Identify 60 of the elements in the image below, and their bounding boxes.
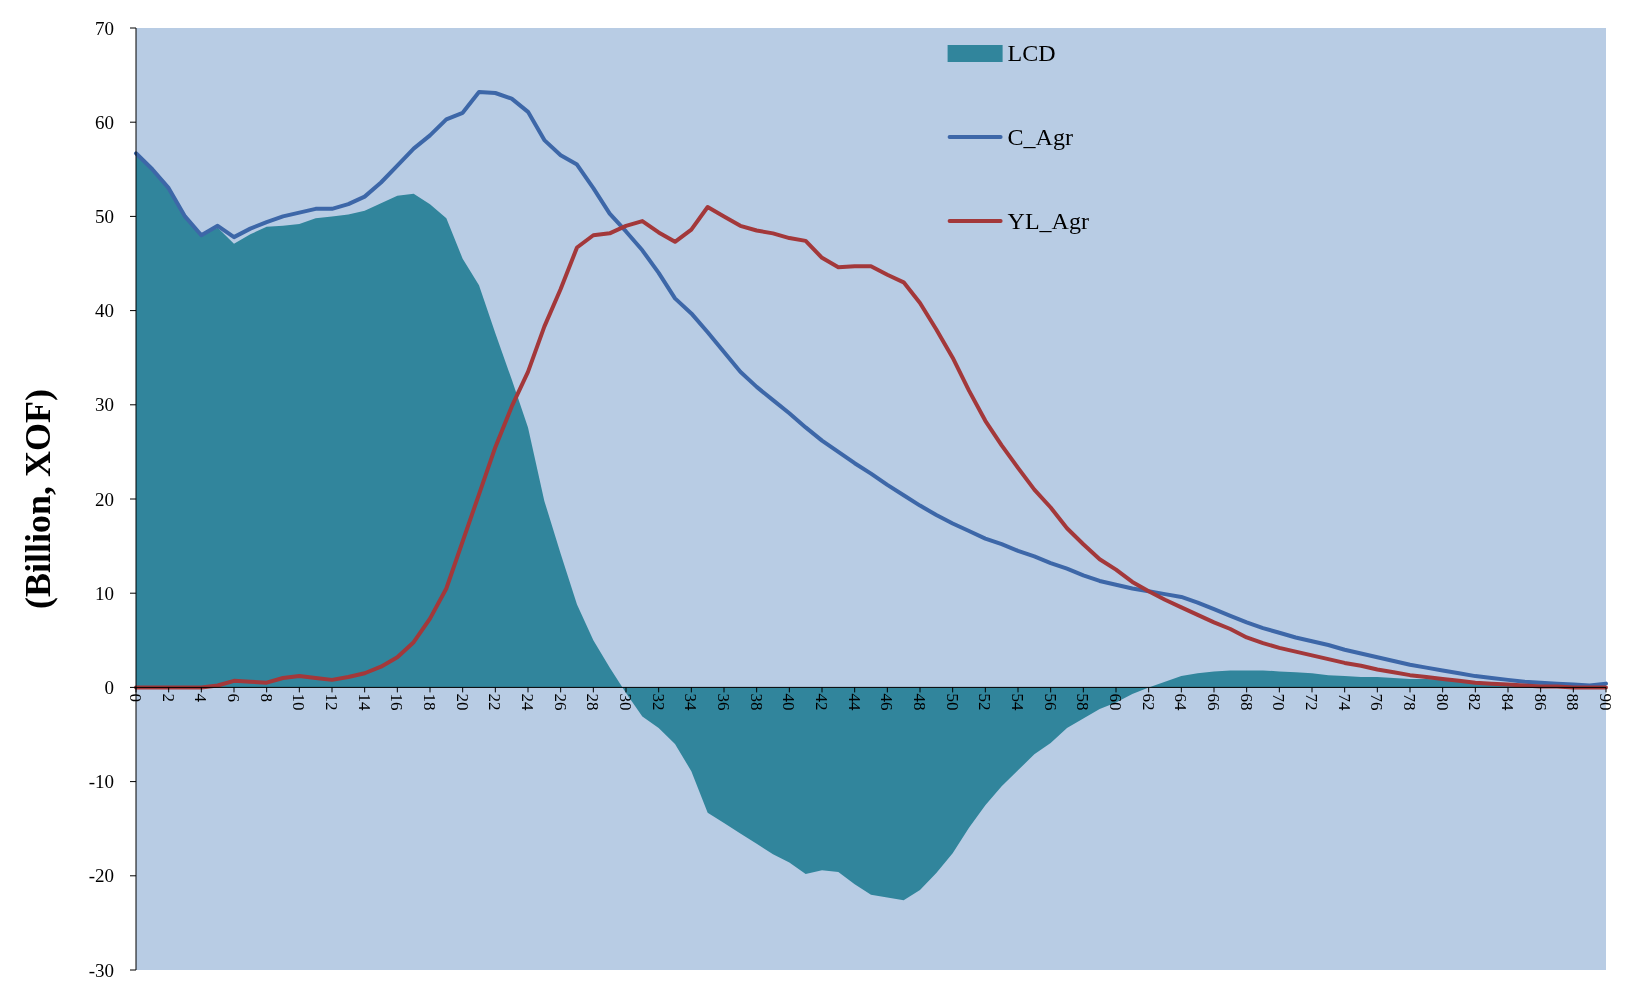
x-tick-label: 34 [681, 693, 701, 711]
y-tick-label: 50 [95, 206, 114, 228]
y-tick-label: 20 [95, 488, 114, 510]
x-tick-label: 6 [224, 693, 244, 702]
x-tick-label: 54 [1008, 693, 1028, 711]
x-tick-label: 66 [1204, 693, 1224, 711]
x-tick-label: 20 [452, 693, 472, 711]
x-tick-label: 70 [1269, 693, 1289, 711]
x-tick-label: 76 [1367, 693, 1387, 711]
x-tick-label: 12 [322, 693, 342, 711]
x-tick-label: 84 [1498, 693, 1518, 711]
x-tick-label: 64 [1171, 693, 1191, 711]
y-tick-label: -10 [88, 771, 114, 793]
x-tick-label: 22 [485, 693, 505, 711]
x-tick-label: 58 [1073, 693, 1093, 711]
x-tick-label: 60 [1106, 693, 1126, 711]
x-tick-label: 8 [256, 693, 276, 702]
y-tick-label: -20 [88, 865, 114, 887]
x-tick-label: 42 [812, 693, 832, 711]
x-tick-label: 14 [354, 693, 374, 711]
x-tick-label: 18 [420, 693, 440, 711]
x-tick-label: 32 [648, 693, 668, 711]
x-tick-label: 46 [877, 693, 897, 711]
x-tick-label: 10 [289, 693, 309, 711]
x-tick-label: 30 [616, 693, 636, 711]
x-tick-label: 72 [1302, 693, 1322, 711]
x-tick-label: 50 [942, 693, 962, 711]
legend-label: YL_Agr [1007, 208, 1089, 235]
x-tick-label: 0 [126, 693, 146, 702]
x-tick-label: 62 [1138, 693, 1158, 711]
y-tick-label: 30 [95, 394, 114, 416]
x-tick-label: 86 [1530, 693, 1550, 711]
x-tick-label: 78 [1400, 693, 1420, 711]
x-tick-label: 16 [387, 693, 407, 711]
y-tick-label: 40 [95, 300, 114, 322]
x-tick-label: 88 [1563, 693, 1583, 711]
x-tick-label: 28 [583, 693, 603, 711]
x-tick-label: 82 [1465, 693, 1485, 711]
x-tick-label: 38 [746, 693, 766, 711]
x-tick-label: 90 [1596, 693, 1616, 711]
x-tick-label: 74 [1334, 693, 1354, 711]
x-tick-label: 48 [910, 693, 930, 711]
x-tick-label: 44 [844, 693, 864, 711]
x-tick-label: 40 [779, 693, 799, 711]
x-tick-label: 2 [158, 693, 178, 702]
y-axis-title: (Billion, XOF) [18, 388, 58, 610]
x-tick-label: 68 [1236, 693, 1256, 711]
y-tick-label: 70 [95, 17, 114, 39]
x-tick-label: 56 [1040, 693, 1060, 711]
y-tick-label: 10 [95, 582, 114, 604]
x-tick-label: 4 [191, 693, 211, 703]
x-tick-label: 24 [518, 693, 538, 711]
x-tick-label: 36 [714, 693, 734, 711]
y-tick-label: -30 [88, 959, 114, 981]
x-tick-label: 52 [975, 693, 995, 711]
x-tick-label: 26 [550, 693, 570, 711]
y-tick-label: 60 [95, 111, 114, 133]
x-tick-label: 80 [1432, 693, 1452, 711]
legend-label: LCD [1007, 40, 1056, 67]
legend-label: C_Agr [1007, 124, 1073, 151]
